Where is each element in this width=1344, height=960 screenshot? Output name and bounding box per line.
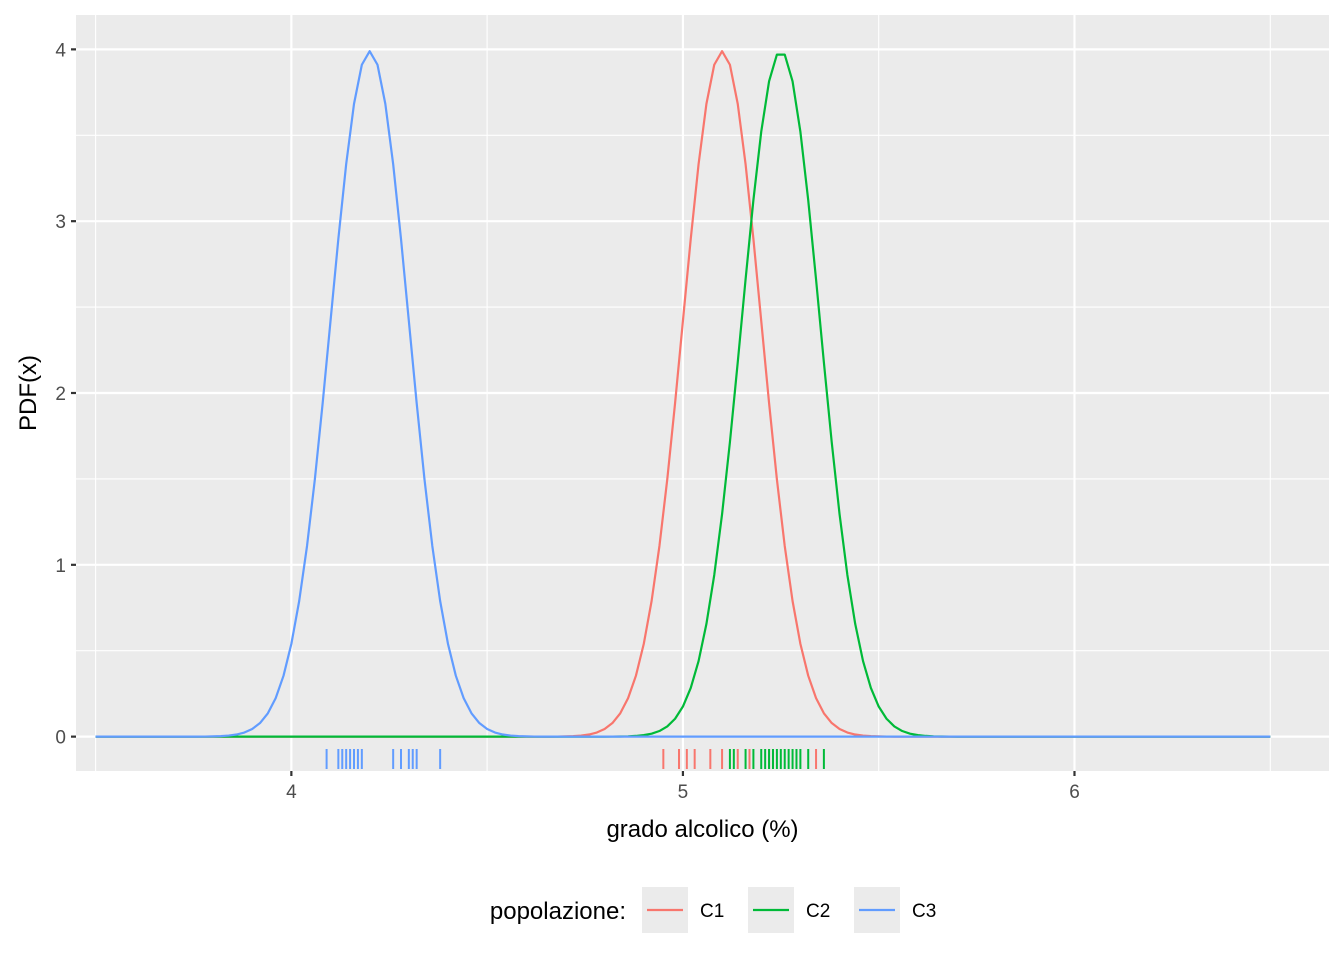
x-tick-label: 5 — [678, 782, 689, 803]
y-tick-label: 1 — [55, 556, 66, 577]
legend-item-c1: C1 — [642, 887, 724, 933]
x-tick-label: 4 — [286, 782, 297, 803]
legend: popolazione: C1 C2 C3 — [490, 887, 936, 933]
y-tick-label: 0 — [55, 728, 66, 749]
y-tick-label: 3 — [55, 212, 66, 233]
x-axis-title: grado alcolico (%) — [606, 816, 798, 843]
legend-item-c3: C3 — [854, 887, 936, 933]
legend-items: C1 C2 C3 — [642, 887, 936, 933]
legend-label-c1: C1 — [700, 901, 724, 922]
x-tick-label: 6 — [1069, 782, 1080, 803]
legend-item-c2: C2 — [748, 887, 830, 933]
rug-marks — [325, 749, 825, 769]
density-line-c3 — [95, 50, 1271, 738]
legend-title: popolazione: — [490, 898, 626, 925]
density-curves — [95, 50, 1271, 738]
y-tick-label: 2 — [55, 384, 66, 405]
y-axis-title: PDF(x) — [15, 355, 42, 431]
legend-label-c2: C2 — [806, 901, 830, 922]
y-axis: 0 1 2 3 4 — [55, 40, 76, 749]
x-axis: 4 5 6 — [286, 771, 1080, 803]
y-tick-label: 4 — [55, 40, 66, 61]
legend-label-c3: C3 — [912, 901, 936, 922]
